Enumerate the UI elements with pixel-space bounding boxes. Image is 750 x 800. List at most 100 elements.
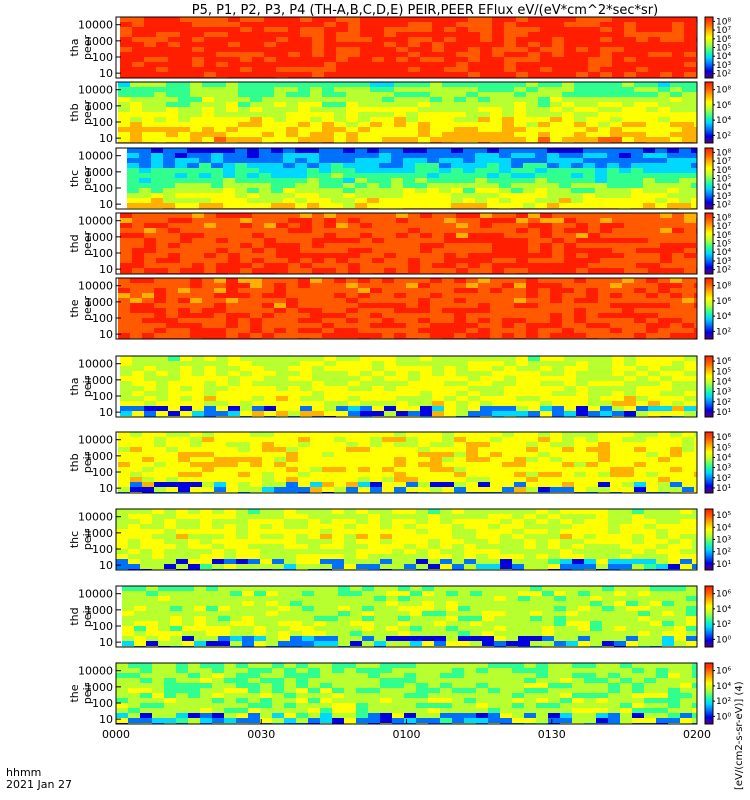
heatmap-cell bbox=[127, 158, 139, 163]
heatmap-cell bbox=[228, 356, 240, 361]
heatmap-cell bbox=[444, 67, 456, 72]
heatmap-cell bbox=[370, 442, 382, 447]
heatmap-cell bbox=[322, 298, 334, 303]
heatmap-cell bbox=[202, 92, 214, 97]
heatmap-cell bbox=[552, 233, 564, 238]
heatmap-cell bbox=[694, 283, 697, 288]
heatmap-cell bbox=[312, 248, 324, 253]
heatmap-cell bbox=[140, 559, 152, 564]
heatmap-cell bbox=[586, 323, 598, 328]
heatmap-cell bbox=[334, 278, 346, 283]
heatmap-cell bbox=[612, 228, 624, 233]
heatmap-cell bbox=[540, 57, 552, 62]
heatmap-cell bbox=[331, 148, 343, 153]
heatmap-cell bbox=[216, 411, 228, 416]
heatmap-cell bbox=[610, 457, 622, 462]
heatmap-cell bbox=[384, 376, 396, 381]
heatmap-cell bbox=[199, 188, 211, 193]
heatmap-cell bbox=[418, 323, 430, 328]
y-tick-label: 10 bbox=[99, 263, 113, 276]
heatmap-cell bbox=[648, 356, 660, 361]
heatmap-cell bbox=[526, 328, 538, 333]
heatmap-cell bbox=[116, 564, 128, 569]
heatmap-cell bbox=[262, 318, 274, 323]
heatmap-cell bbox=[526, 122, 538, 127]
heatmap-cell bbox=[190, 82, 202, 87]
heatmap-cell bbox=[163, 193, 175, 198]
heatmap-cell bbox=[226, 122, 238, 127]
heatmap-cell bbox=[130, 477, 142, 482]
heatmap-cell bbox=[684, 371, 696, 376]
heatmap-cell bbox=[324, 52, 336, 57]
heatmap-cell bbox=[574, 432, 586, 437]
heatmap-cell bbox=[406, 127, 418, 132]
heatmap-cell bbox=[526, 447, 538, 452]
heatmap-cell bbox=[310, 432, 322, 437]
heatmap-cell bbox=[660, 67, 672, 72]
heatmap-cell bbox=[682, 293, 694, 298]
heatmap-cell bbox=[394, 452, 406, 457]
probe-label: the bbox=[68, 299, 81, 317]
heatmap-cell bbox=[168, 17, 180, 22]
heatmap-cell bbox=[212, 539, 224, 544]
heatmap-cell bbox=[646, 452, 658, 457]
heatmap-cell bbox=[670, 288, 682, 293]
heatmap-cell bbox=[415, 183, 427, 188]
heatmap-cell bbox=[142, 87, 154, 92]
heatmap-cell bbox=[200, 524, 212, 529]
heatmap-cell bbox=[310, 117, 322, 122]
heatmap-cell bbox=[334, 452, 346, 457]
heatmap-cell bbox=[127, 168, 139, 173]
heatmap-cell bbox=[430, 487, 442, 492]
heatmap-cell bbox=[552, 17, 564, 22]
heatmap-cell bbox=[691, 203, 697, 208]
heatmap-cell bbox=[552, 263, 564, 268]
heatmap-cell bbox=[550, 472, 562, 477]
heatmap-cell bbox=[166, 278, 178, 283]
colorbar-tick-label: 10² bbox=[716, 70, 731, 80]
heatmap-cell bbox=[248, 529, 260, 534]
colorbar-tick-label: 10⁵ bbox=[716, 240, 731, 250]
heatmap-cell bbox=[586, 482, 598, 487]
heatmap-cell bbox=[226, 278, 238, 283]
heatmap-cell bbox=[152, 529, 164, 534]
heatmap-cell bbox=[648, 228, 660, 233]
heatmap-cell bbox=[360, 406, 372, 411]
heatmap-cell bbox=[156, 386, 168, 391]
heatmap-cell bbox=[310, 122, 322, 127]
heatmap-cell bbox=[634, 313, 646, 318]
heatmap-cell bbox=[406, 487, 418, 492]
heatmap-cell bbox=[384, 391, 396, 396]
heatmap-cell bbox=[216, 391, 228, 396]
heatmap-cell bbox=[118, 308, 130, 313]
heatmap-cell bbox=[370, 102, 382, 107]
heatmap-cell bbox=[156, 37, 168, 42]
heatmap-cell bbox=[672, 32, 684, 37]
heatmap-cell bbox=[682, 102, 694, 107]
heatmap-cell bbox=[166, 92, 178, 97]
heatmap-cell bbox=[235, 153, 247, 158]
heatmap-cell bbox=[454, 432, 466, 437]
heatmap-cell bbox=[468, 401, 480, 406]
heatmap-cell bbox=[586, 298, 598, 303]
heatmap-cell bbox=[199, 168, 211, 173]
heatmap-cell bbox=[284, 534, 296, 539]
heatmap-cell bbox=[456, 52, 468, 57]
heatmap-cell bbox=[622, 293, 634, 298]
heatmap-cell bbox=[156, 42, 168, 47]
heatmap-cell bbox=[360, 72, 372, 77]
heatmap-cell bbox=[492, 238, 504, 243]
heatmap-cell bbox=[672, 47, 684, 52]
heatmap-cell bbox=[658, 328, 670, 333]
heatmap-cell bbox=[418, 293, 430, 298]
heatmap-cell bbox=[120, 223, 132, 228]
heatmap-cell bbox=[127, 178, 139, 183]
heatmap-cell bbox=[624, 376, 636, 381]
heatmap-cell bbox=[432, 396, 444, 401]
heatmap-cell bbox=[343, 183, 355, 188]
heatmap-cell bbox=[336, 67, 348, 72]
heatmap-cell bbox=[308, 519, 320, 524]
heatmap-cell bbox=[571, 148, 583, 153]
heatmap-cell bbox=[691, 158, 697, 163]
heatmap-cell bbox=[310, 323, 322, 328]
